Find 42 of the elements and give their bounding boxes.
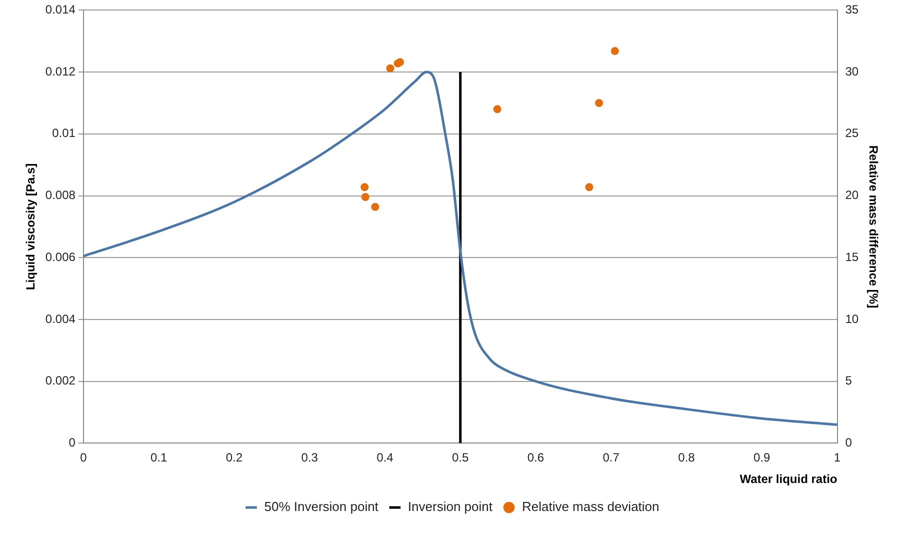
legend-label: Relative mass deviation bbox=[522, 499, 660, 514]
point bbox=[595, 98, 604, 107]
y2-tick-label: 35 bbox=[845, 2, 859, 17]
point bbox=[610, 47, 619, 56]
x-tick-label: 0.3 bbox=[301, 450, 318, 465]
y2-axis-title: Relative mass difference [%] bbox=[866, 145, 880, 308]
legend-label: 50% Inversion point bbox=[264, 499, 379, 514]
x-tick-label: 0.5 bbox=[452, 450, 470, 465]
x-tick-label: 0.4 bbox=[376, 450, 394, 465]
x-tick-label: 0.6 bbox=[527, 450, 544, 465]
y2-tick-label: 0 bbox=[845, 436, 852, 450]
y-tick-label: 0.01 bbox=[52, 126, 76, 140]
y-tick-label: 0.014 bbox=[45, 2, 76, 17]
x-tick-label: 0.8 bbox=[678, 450, 696, 465]
y2-tick-label: 20 bbox=[845, 188, 859, 202]
x-tick-label: 0 bbox=[80, 450, 88, 465]
point bbox=[361, 193, 370, 202]
y2-tick-label: 10 bbox=[845, 312, 859, 326]
x-tick-label: 0.2 bbox=[226, 450, 243, 465]
x-tick-label: 0.7 bbox=[602, 450, 620, 465]
y-tick-label: 0 bbox=[68, 436, 76, 450]
point bbox=[493, 105, 502, 114]
x-axis-title: Water liquid ratio bbox=[740, 472, 838, 486]
point bbox=[396, 58, 404, 66]
y2-tick-label: 15 bbox=[845, 250, 859, 264]
point bbox=[386, 64, 394, 72]
y-axis-title: Liquid viscosity [Pa.s] bbox=[24, 163, 38, 290]
y2-tick-label: 30 bbox=[845, 64, 859, 78]
y-tick-label: 0.012 bbox=[45, 64, 76, 78]
y2-tick-label: 5 bbox=[845, 374, 852, 388]
y2-tick-label: 25 bbox=[845, 126, 859, 140]
point bbox=[360, 183, 369, 192]
x-tick-label: 1 bbox=[834, 450, 841, 465]
y-tick-label: 0.002 bbox=[45, 374, 76, 388]
y-tick-label: 0.006 bbox=[45, 250, 76, 264]
legend-label: Inversion point bbox=[408, 499, 493, 514]
point bbox=[371, 202, 380, 211]
x-tick-label: 0.9 bbox=[754, 450, 771, 465]
x-tick-label: 0.1 bbox=[150, 450, 168, 465]
y-tick-label: 0.004 bbox=[45, 312, 76, 326]
y-tick-label: 0.008 bbox=[45, 188, 76, 202]
point bbox=[585, 183, 594, 192]
